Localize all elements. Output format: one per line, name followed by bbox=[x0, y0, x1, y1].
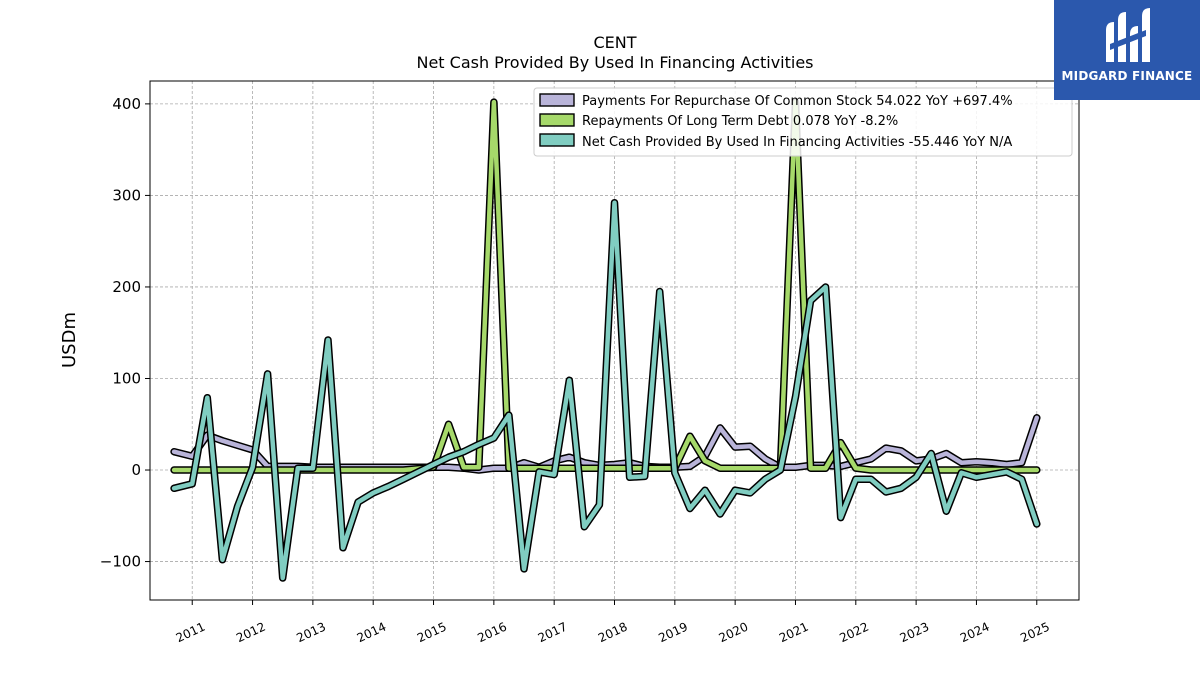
x-tick-label: 2022 bbox=[837, 620, 871, 646]
legend: Payments For Repurchase Of Common Stock … bbox=[533, 87, 1073, 157]
chart-subtitle: Net Cash Provided By Used In Financing A… bbox=[416, 53, 813, 72]
y-axis: −100 0 100 200 300 400 bbox=[100, 95, 150, 571]
series-net-financing bbox=[170, 198, 1041, 582]
x-tick-label: 2025 bbox=[1018, 620, 1052, 646]
legend-box bbox=[533, 87, 1073, 157]
x-tick-label: 2019 bbox=[656, 620, 690, 646]
y-axis-label: USDm bbox=[59, 312, 80, 368]
x-tick-label: 2014 bbox=[355, 620, 389, 646]
y-tick-label: −100 bbox=[100, 553, 141, 571]
y-tick-label: 0 bbox=[131, 461, 141, 479]
x-tick-label: 2016 bbox=[475, 620, 509, 646]
brand-name: MIDGARD FINANCE bbox=[1061, 69, 1193, 83]
series-line-debt-repayment bbox=[171, 99, 1040, 473]
x-tick-label: 2024 bbox=[958, 620, 992, 646]
series-debt-repayment bbox=[170, 98, 1041, 474]
brand-logo: MIDGARD FINANCE bbox=[1054, 0, 1200, 100]
chart-title: CENT bbox=[593, 33, 636, 52]
x-tick-label: 2018 bbox=[596, 620, 630, 646]
y-tick-label: 100 bbox=[112, 369, 141, 387]
x-tick-label: 2021 bbox=[777, 620, 811, 646]
legend-swatch-repurchase bbox=[539, 93, 575, 107]
legend-label-net-financing: Net Cash Provided By Used In Financing A… bbox=[582, 135, 1012, 150]
midgard-logo-icon bbox=[1106, 8, 1150, 62]
x-tick-label: 2017 bbox=[536, 620, 570, 646]
series-line-net-financing bbox=[171, 200, 1040, 581]
series-layer bbox=[170, 98, 1041, 582]
y-tick-label: 300 bbox=[112, 186, 141, 204]
x-tick-label: 2015 bbox=[415, 620, 449, 646]
x-tick-label: 2020 bbox=[717, 620, 751, 646]
x-tick-label: 2011 bbox=[174, 620, 208, 646]
x-axis: 2011 2012 2013 2014 2015 2016 2017 2018 2019 2020… bbox=[174, 600, 1052, 645]
legend-label-debt-repayment: Repayments Of Long Term Debt 0.078 YoY -… bbox=[582, 114, 898, 129]
x-tick-label: 2023 bbox=[898, 620, 932, 646]
legend-swatch-net-financing bbox=[539, 133, 575, 147]
x-tick-label: 2013 bbox=[294, 620, 328, 646]
y-tick-label: 200 bbox=[112, 278, 141, 296]
legend-label-repurchase: Payments For Repurchase Of Common Stock … bbox=[582, 94, 1013, 109]
legend-swatch-debt-repayment bbox=[539, 113, 575, 127]
x-tick-label: 2012 bbox=[234, 620, 268, 646]
y-tick-label: 400 bbox=[112, 95, 141, 113]
